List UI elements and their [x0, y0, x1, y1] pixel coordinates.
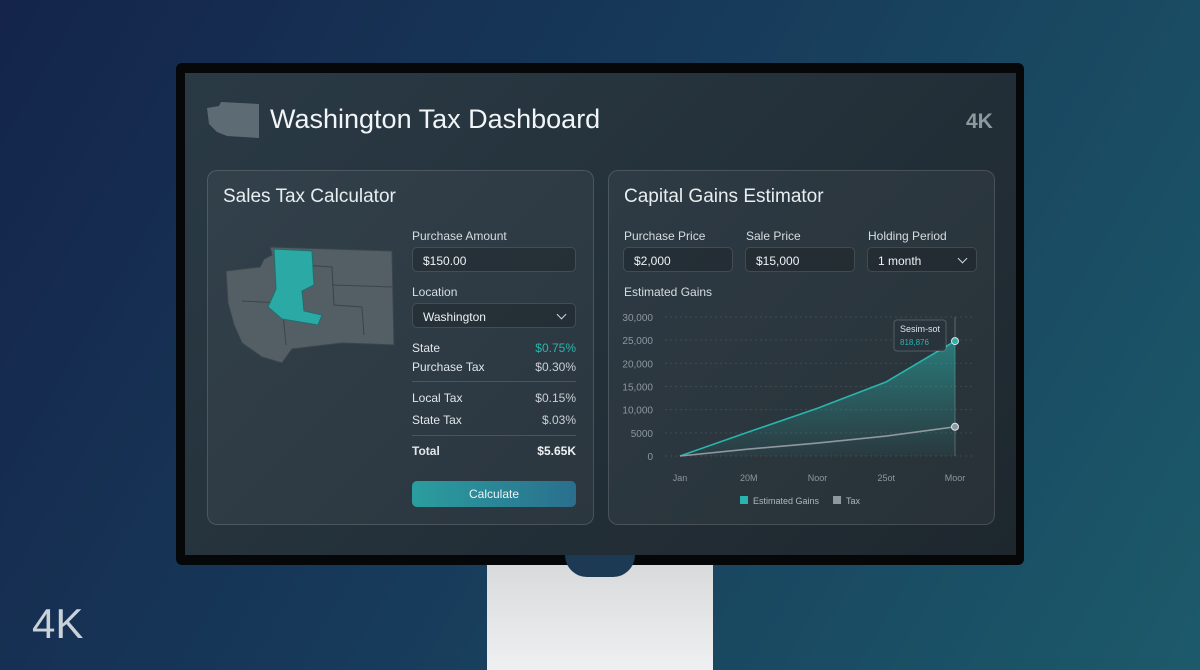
y-tick-label: 5000 — [631, 429, 654, 440]
logo-map — [207, 102, 259, 138]
field-label: Sale Price — [746, 229, 801, 243]
line — [679, 426, 956, 457]
sale-price-input[interactable]: $15,000 — [745, 247, 855, 272]
row-value: $0.75% — [535, 341, 576, 355]
row-value: $0.15% — [535, 391, 576, 405]
end-point — [951, 422, 959, 431]
y-tick-label: 20,000 — [622, 359, 653, 370]
corner-badge: 4K — [32, 600, 84, 647]
field-label: Purchase Price — [624, 229, 706, 243]
legend-label: Tax — [846, 496, 861, 506]
area — [680, 341, 955, 456]
row-label: State — [412, 341, 441, 355]
holding-period-select[interactable]: 1 month — [867, 247, 977, 272]
monitor-stand — [487, 565, 713, 670]
line — [679, 340, 956, 457]
location-select[interactable]: Washington — [412, 303, 576, 328]
total-value: $5.65K — [537, 444, 576, 458]
washington-map — [225, 246, 395, 364]
row-value: $0.30% — [535, 360, 576, 374]
panel-title: Capital Gains Estimator — [624, 186, 824, 207]
y-tick-label: 0 — [647, 452, 653, 463]
x-tick-label: Jan — [673, 473, 688, 483]
y-tick-label: 25,000 — [622, 336, 653, 347]
row-label: State Tax — [412, 413, 462, 427]
y-tick-label: 10,000 — [622, 406, 653, 417]
field-label: Location — [412, 285, 458, 299]
dashboard-title: Washington Tax Dashboard — [270, 104, 601, 134]
select-value: 1 month — [878, 254, 922, 268]
field-label: Purchase Amount — [412, 229, 507, 243]
x-tick-label: Noor — [808, 473, 828, 483]
tooltip-value: 818,876 — [900, 338, 929, 347]
x-tick-label: 25ot — [877, 473, 895, 483]
tooltip — [893, 319, 947, 352]
divider — [412, 381, 576, 382]
divider — [412, 435, 576, 436]
legend-swatch — [740, 496, 748, 504]
row-value: $.03% — [541, 413, 576, 427]
gains-chart: 0 5000 10,000 15,000 20,000 25,000 30,000 Jan 20… — [622, 313, 972, 506]
row-label: Purchase Tax — [412, 360, 485, 374]
resolution-badge: 4K — [966, 110, 993, 133]
purchase-price-input[interactable]: $2,000 — [623, 247, 733, 272]
y-tick-label: 30,000 — [622, 313, 653, 324]
field-label: Holding Period — [868, 229, 947, 243]
panel-title: Sales Tax Calculator — [223, 186, 396, 207]
x-tick-label: Moor — [945, 473, 966, 483]
chevron — [556, 309, 567, 320]
chevron — [957, 253, 968, 264]
legend-swatch — [833, 496, 842, 504]
row-label: Local Tax — [412, 391, 463, 405]
total-label: Total — [412, 444, 440, 458]
y-tick-label: 15,000 — [622, 383, 653, 394]
select-value: Washington — [423, 310, 486, 324]
purchase-amount-input[interactable]: $150.00 — [412, 247, 576, 272]
x-tick-label: 20M — [740, 473, 758, 483]
legend-label: Estimated Gains — [753, 496, 820, 506]
tooltip-title: Sesim-sot — [900, 324, 941, 334]
stand-joint — [565, 555, 635, 577]
chart-title: Estimated Gains — [624, 285, 713, 299]
end-point — [951, 337, 959, 346]
calculate-button[interactable]: Calculate — [412, 481, 576, 507]
